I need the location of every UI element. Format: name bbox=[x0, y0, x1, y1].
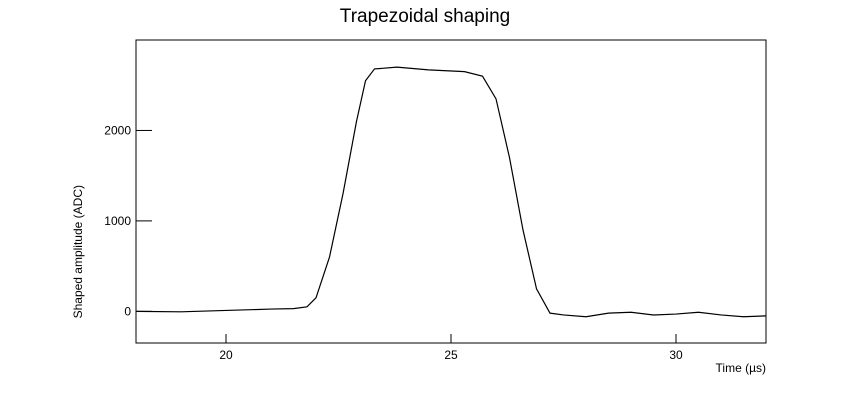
y-tick-label: 0 bbox=[124, 304, 131, 318]
data-line bbox=[135, 66, 767, 318]
y-tick-label: 1000 bbox=[104, 214, 131, 228]
x-axis-label: Time (µs) bbox=[716, 361, 766, 375]
chart-title: Trapezoidal shaping bbox=[340, 6, 510, 27]
x-tick-label: 20 bbox=[219, 348, 233, 362]
x-tick-label: 25 bbox=[444, 348, 458, 362]
x-tick-label: 30 bbox=[669, 348, 683, 362]
y-axis-label: Shaped amplitude (ADC) bbox=[71, 185, 85, 318]
y-tick-label: 2000 bbox=[104, 123, 131, 137]
